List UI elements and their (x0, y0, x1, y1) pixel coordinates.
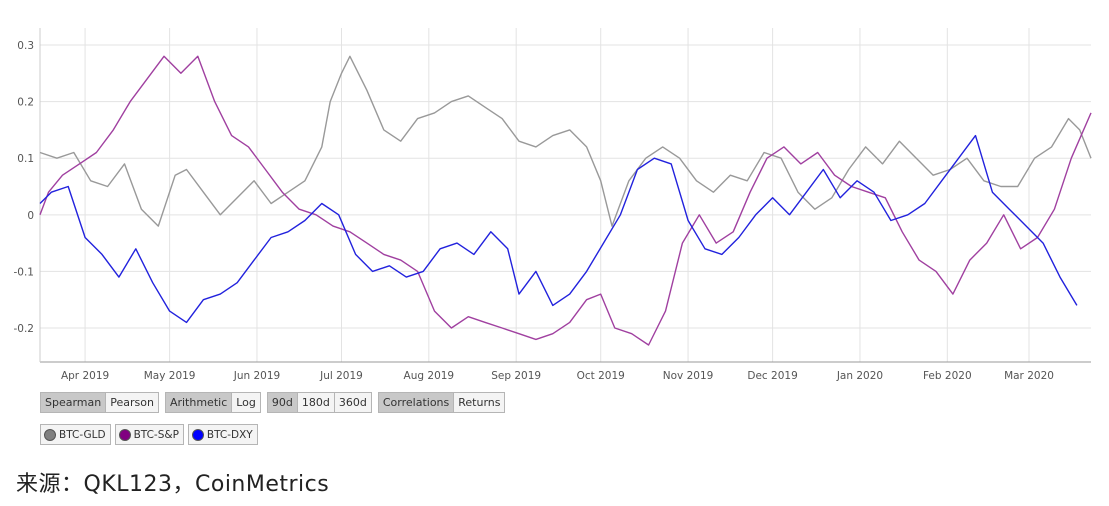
x-tick-label: Sep 2019 (491, 370, 541, 382)
legend-label: BTC-GLD (59, 428, 106, 441)
x-axis: Apr 2019 May 2019 Jun 2019 Jul 2019 Aug 2019… (61, 370, 1054, 382)
correlation-chart: Apr 2019 May 2019 Jun 2019 Jul 2019 Aug 2019… (14, 28, 1092, 382)
log-button[interactable]: Log (231, 393, 260, 412)
series-line (39, 134, 1078, 324)
arithmetic-button[interactable]: Arithmetic (165, 393, 232, 412)
legend-swatch-gld-icon (44, 428, 56, 441)
legend-swatch-dxy-icon (191, 428, 204, 441)
spearman-button[interactable]: Spearman (41, 393, 106, 412)
scale-toggle: Arithmetic Log (164, 392, 261, 413)
window-180d-button[interactable]: 180d (296, 393, 334, 412)
x-tick-label: Dec 2019 (747, 370, 797, 382)
legend-item-btc-sp[interactable]: BTC-S&P (114, 424, 184, 445)
y-tick-label: 0.3 (17, 40, 34, 52)
y-tick-label: 0 (27, 210, 34, 222)
x-tick-label: May 2019 (144, 370, 196, 382)
returns-button[interactable]: Returns (453, 393, 505, 412)
x-tick-label: Jul 2019 (319, 370, 363, 382)
window-toggle: 90d 180d 360d (266, 392, 372, 413)
chart-controls: Spearman Pearson Arithmetic Log 90d 180d… (40, 392, 506, 413)
legend-label: BTC-DXY (206, 428, 253, 441)
x-tick-label: Mar 2020 (1004, 370, 1054, 382)
window-90d-button[interactable]: 90d (267, 393, 297, 412)
series-line (39, 55, 1092, 227)
x-tick-label: Oct 2019 (577, 370, 625, 382)
source-caption: 来源：QKL123，CoinMetrics (16, 472, 330, 497)
x-tick-label: Aug 2019 (404, 370, 455, 382)
y-tick-label: 0.2 (17, 97, 34, 109)
legend-item-btc-dxy[interactable]: BTC-DXY (187, 424, 258, 445)
x-tick-label: Nov 2019 (663, 370, 714, 382)
window-360d-button[interactable]: 360d (333, 393, 371, 412)
grid-lines (39, 28, 1091, 363)
x-tick-label: Jun 2019 (233, 370, 280, 382)
y-tick-label: -0.1 (14, 266, 35, 278)
pearson-button[interactable]: Pearson (105, 393, 158, 412)
legend-item-btc-gld[interactable]: BTC-GLD (40, 424, 111, 445)
x-tick-label: Apr 2019 (61, 370, 109, 382)
view-toggle: Correlations Returns (377, 392, 506, 413)
x-tick-label: Feb 2020 (923, 370, 972, 382)
y-tick-label: -0.2 (14, 323, 35, 335)
legend-swatch-sp-icon (118, 428, 131, 441)
legend: BTC-GLD BTC-S&P BTC-DXY (40, 424, 258, 445)
x-tick-label: Jan 2020 (836, 370, 883, 382)
y-tick-label: 0.1 (17, 153, 34, 165)
y-axis: 0.3 0.2 0.1 0 -0.1 -0.2 (14, 40, 35, 335)
correlations-button[interactable]: Correlations (378, 393, 454, 412)
series-line (39, 55, 1092, 346)
legend-label: BTC-S&P (133, 428, 179, 441)
method-toggle: Spearman Pearson (40, 392, 159, 413)
series-lines (39, 55, 1092, 346)
